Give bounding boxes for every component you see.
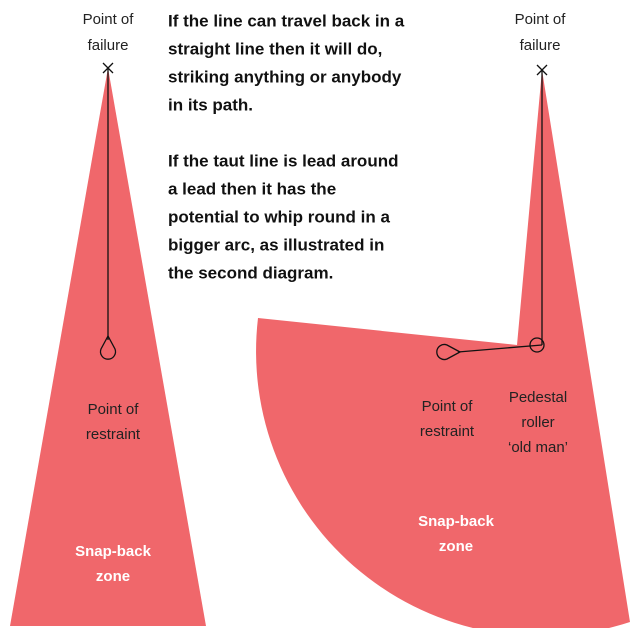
restraint-label: restraint <box>420 423 475 440</box>
roller-label: ‘old man’ <box>508 439 568 456</box>
failure-label: failure <box>88 37 129 54</box>
failure-label: Point of <box>515 11 567 28</box>
paragraph: bigger arc, as illustrated in <box>168 235 384 254</box>
zone-label: Snap-back <box>75 543 152 560</box>
paragraph: If the line can travel back in a <box>168 11 405 30</box>
paragraph: straight line then it will do, <box>168 39 382 58</box>
roller-label: roller <box>521 414 554 431</box>
zone-label: Snap-back <box>418 513 495 530</box>
zone-label: zone <box>96 568 130 585</box>
restraint-label: Point of <box>422 398 474 415</box>
paragraph: the second diagram. <box>168 263 333 282</box>
paragraph: a lead then it has the <box>168 179 336 198</box>
restraint-label: restraint <box>86 426 141 443</box>
roller-label: Pedestal <box>509 389 567 406</box>
restraint-label: Point of <box>88 401 140 418</box>
paragraph: If the taut line is lead around <box>168 151 398 170</box>
paragraph: potential to whip round in a <box>168 207 390 226</box>
left-wire <box>99 62 117 360</box>
failure-label: Point of <box>83 11 135 28</box>
zone-label: zone <box>439 538 473 555</box>
left-zone <box>10 68 206 626</box>
right-wire <box>436 64 548 361</box>
paragraph: striking anything or anybody <box>168 67 402 86</box>
right-zone <box>256 70 630 628</box>
paragraph: in its path. <box>168 95 253 114</box>
failure-label: failure <box>520 37 561 54</box>
